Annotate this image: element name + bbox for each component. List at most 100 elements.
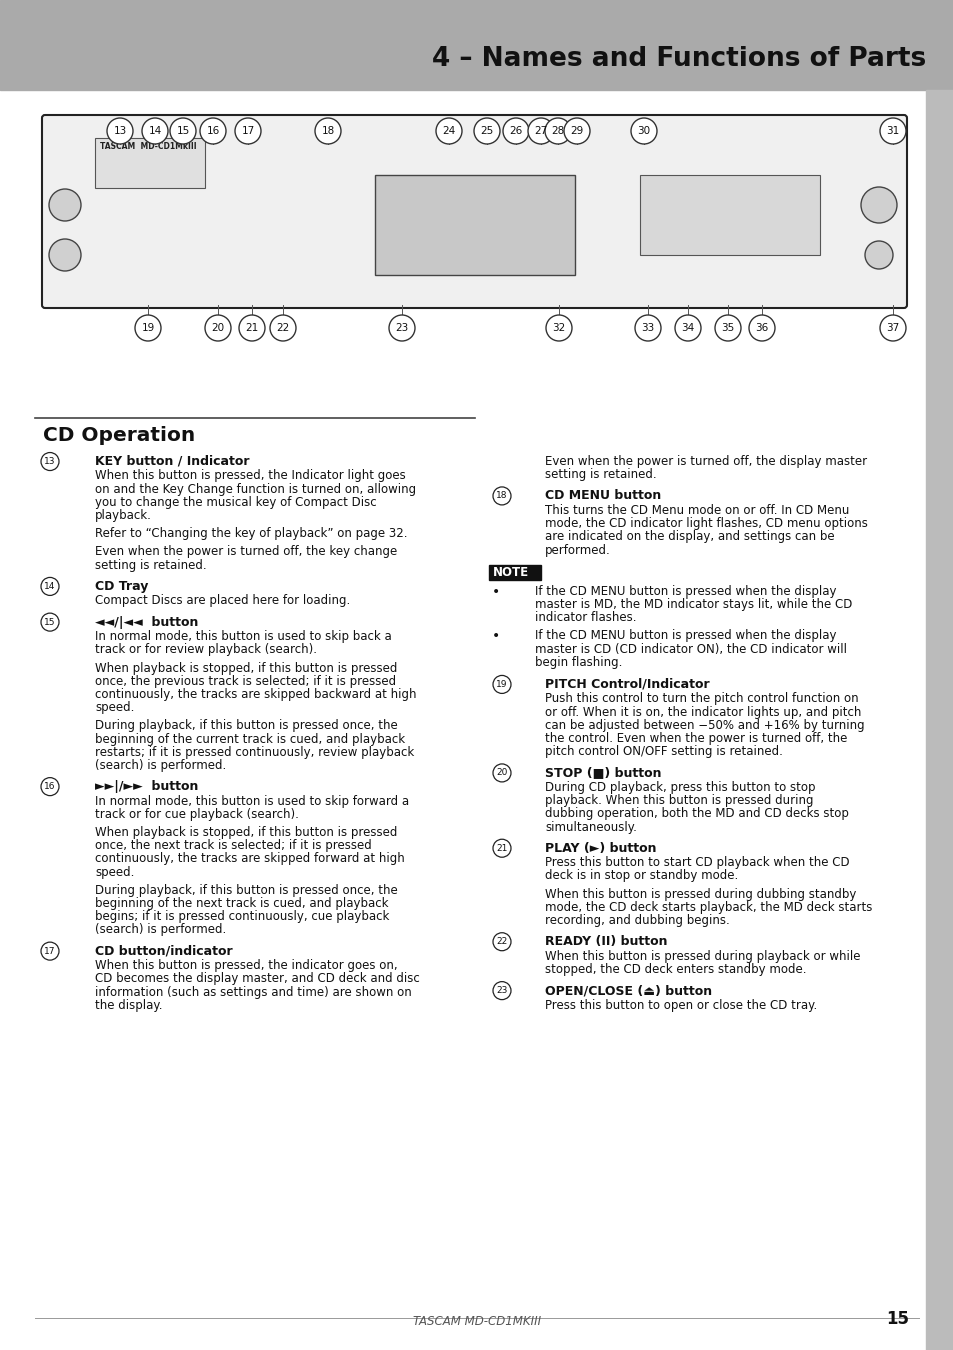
Text: mode, the CD deck starts playback, the MD deck starts: mode, the CD deck starts playback, the M… [544, 900, 871, 914]
Circle shape [630, 117, 657, 144]
Circle shape [493, 764, 511, 782]
Circle shape [41, 942, 59, 960]
Circle shape [493, 981, 511, 999]
Text: once, the next track is selected; if it is pressed: once, the next track is selected; if it … [95, 840, 372, 852]
Circle shape [270, 315, 295, 342]
Text: OPEN/CLOSE (⏏) button: OPEN/CLOSE (⏏) button [544, 984, 711, 998]
Text: TASCAM  MD-CD1MkIII: TASCAM MD-CD1MkIII [100, 142, 196, 151]
Text: or off. When it is on, the indicator lights up, and pitch: or off. When it is on, the indicator lig… [544, 706, 861, 718]
Circle shape [41, 452, 59, 471]
Text: 17: 17 [44, 946, 55, 956]
Text: TASCAM MD-CD1MKIII: TASCAM MD-CD1MKIII [413, 1315, 540, 1328]
Text: continuously, the tracks are skipped backward at high: continuously, the tracks are skipped bac… [95, 688, 416, 701]
Circle shape [49, 189, 81, 221]
Text: the control. Even when the power is turned off, the: the control. Even when the power is turn… [544, 732, 846, 745]
Text: 24: 24 [442, 126, 456, 136]
Text: recording, and dubbing begins.: recording, and dubbing begins. [544, 914, 729, 927]
Text: When this button is pressed during dubbing standby: When this button is pressed during dubbi… [544, 887, 856, 900]
Text: speed.: speed. [95, 701, 134, 714]
Text: begin flashing.: begin flashing. [535, 656, 621, 668]
Text: dubbing operation, both the MD and CD decks stop: dubbing operation, both the MD and CD de… [544, 807, 848, 821]
Circle shape [314, 117, 340, 144]
Circle shape [234, 117, 261, 144]
Bar [489, 564, 540, 579]
Text: 29: 29 [570, 126, 583, 136]
Circle shape [879, 117, 905, 144]
Text: This turns the CD Menu mode on or off. In CD Menu: This turns the CD Menu mode on or off. I… [544, 504, 848, 517]
Circle shape [205, 315, 231, 342]
Text: CD Tray: CD Tray [95, 580, 149, 593]
Text: beginning of the next track is cued, and playback: beginning of the next track is cued, and… [95, 896, 388, 910]
Text: 14: 14 [149, 126, 161, 136]
Text: deck is in stop or standby mode.: deck is in stop or standby mode. [544, 869, 738, 883]
Text: (search) is performed.: (search) is performed. [95, 923, 226, 937]
Text: Even when the power is turned off, the display master: Even when the power is turned off, the d… [544, 455, 866, 468]
Bar [375, 176, 575, 275]
Text: •: • [492, 629, 499, 644]
Circle shape [142, 117, 168, 144]
Text: 22: 22 [496, 937, 507, 946]
Text: can be adjusted between −50% and +16% by turning: can be adjusted between −50% and +16% by… [544, 718, 863, 732]
Text: CD becomes the display master, and CD deck and disc: CD becomes the display master, and CD de… [95, 972, 419, 986]
Circle shape [135, 315, 161, 342]
Text: track or for cue playback (search).: track or for cue playback (search). [95, 807, 298, 821]
Text: READY (II) button: READY (II) button [544, 936, 667, 948]
Text: begins; if it is pressed continuously, cue playback: begins; if it is pressed continuously, c… [95, 910, 389, 923]
Text: KEY button / Indicator: KEY button / Indicator [95, 455, 250, 468]
Text: speed.: speed. [95, 865, 134, 879]
Text: 18: 18 [496, 491, 507, 501]
Text: PITCH Control/Indicator: PITCH Control/Indicator [544, 678, 709, 691]
Circle shape [502, 117, 529, 144]
Circle shape [239, 315, 265, 342]
Text: If the CD MENU button is pressed when the display: If the CD MENU button is pressed when th… [535, 629, 836, 643]
Text: 20: 20 [212, 323, 224, 333]
Text: 16: 16 [206, 126, 219, 136]
Circle shape [474, 117, 499, 144]
Circle shape [563, 117, 589, 144]
Text: When this button is pressed during playback or while: When this button is pressed during playb… [544, 949, 860, 963]
Text: 23: 23 [496, 986, 507, 995]
Text: are indicated on the display, and settings can be: are indicated on the display, and settin… [544, 531, 834, 543]
Text: 31: 31 [885, 126, 899, 136]
Text: 22: 22 [276, 323, 290, 333]
Text: During playback, if this button is pressed once, the: During playback, if this button is press… [95, 720, 397, 732]
Text: During playback, if this button is pressed once, the: During playback, if this button is press… [95, 884, 397, 896]
Text: Press this button to start CD playback when the CD: Press this button to start CD playback w… [544, 856, 849, 869]
Text: 4 – Names and Functions of Parts: 4 – Names and Functions of Parts [432, 46, 925, 72]
Circle shape [493, 933, 511, 950]
Text: 13: 13 [113, 126, 127, 136]
Text: master is MD, the MD indicator stays lit, while the CD: master is MD, the MD indicator stays lit… [535, 598, 851, 612]
Text: 21: 21 [245, 323, 258, 333]
Text: ◄◄/|◄◄  button: ◄◄/|◄◄ button [95, 616, 198, 629]
Text: on and the Key Change function is turned on, allowing: on and the Key Change function is turned… [95, 483, 416, 495]
FancyBboxPatch shape [42, 115, 906, 308]
Text: 30: 30 [637, 126, 650, 136]
Text: 37: 37 [885, 323, 899, 333]
Text: During CD playback, press this button to stop: During CD playback, press this button to… [544, 780, 815, 794]
Circle shape [714, 315, 740, 342]
Text: •: • [492, 585, 499, 598]
Bar [925, 90, 953, 1350]
Text: setting is retained.: setting is retained. [544, 468, 656, 481]
Text: simultaneously.: simultaneously. [544, 821, 637, 833]
Text: 33: 33 [640, 323, 654, 333]
Bar [95, 138, 205, 188]
Text: 35: 35 [720, 323, 734, 333]
Circle shape [635, 315, 660, 342]
Text: 15: 15 [885, 1310, 908, 1328]
Text: stopped, the CD deck enters standby mode.: stopped, the CD deck enters standby mode… [544, 963, 805, 976]
Circle shape [200, 117, 226, 144]
Text: 28: 28 [551, 126, 564, 136]
Text: 25: 25 [480, 126, 493, 136]
Circle shape [493, 487, 511, 505]
Text: track or for review playback (search).: track or for review playback (search). [95, 644, 316, 656]
Text: setting is retained.: setting is retained. [95, 559, 207, 571]
Text: you to change the musical key of Compact Disc: you to change the musical key of Compact… [95, 495, 376, 509]
Circle shape [389, 315, 415, 342]
Text: playback. When this button is pressed during: playback. When this button is pressed du… [544, 794, 813, 807]
Text: In normal mode, this button is used to skip back a: In normal mode, this button is used to s… [95, 630, 392, 643]
Text: 15: 15 [176, 126, 190, 136]
Text: Refer to “Changing the key of playback” on page 32.: Refer to “Changing the key of playback” … [95, 528, 407, 540]
Text: 17: 17 [241, 126, 254, 136]
Circle shape [170, 117, 195, 144]
